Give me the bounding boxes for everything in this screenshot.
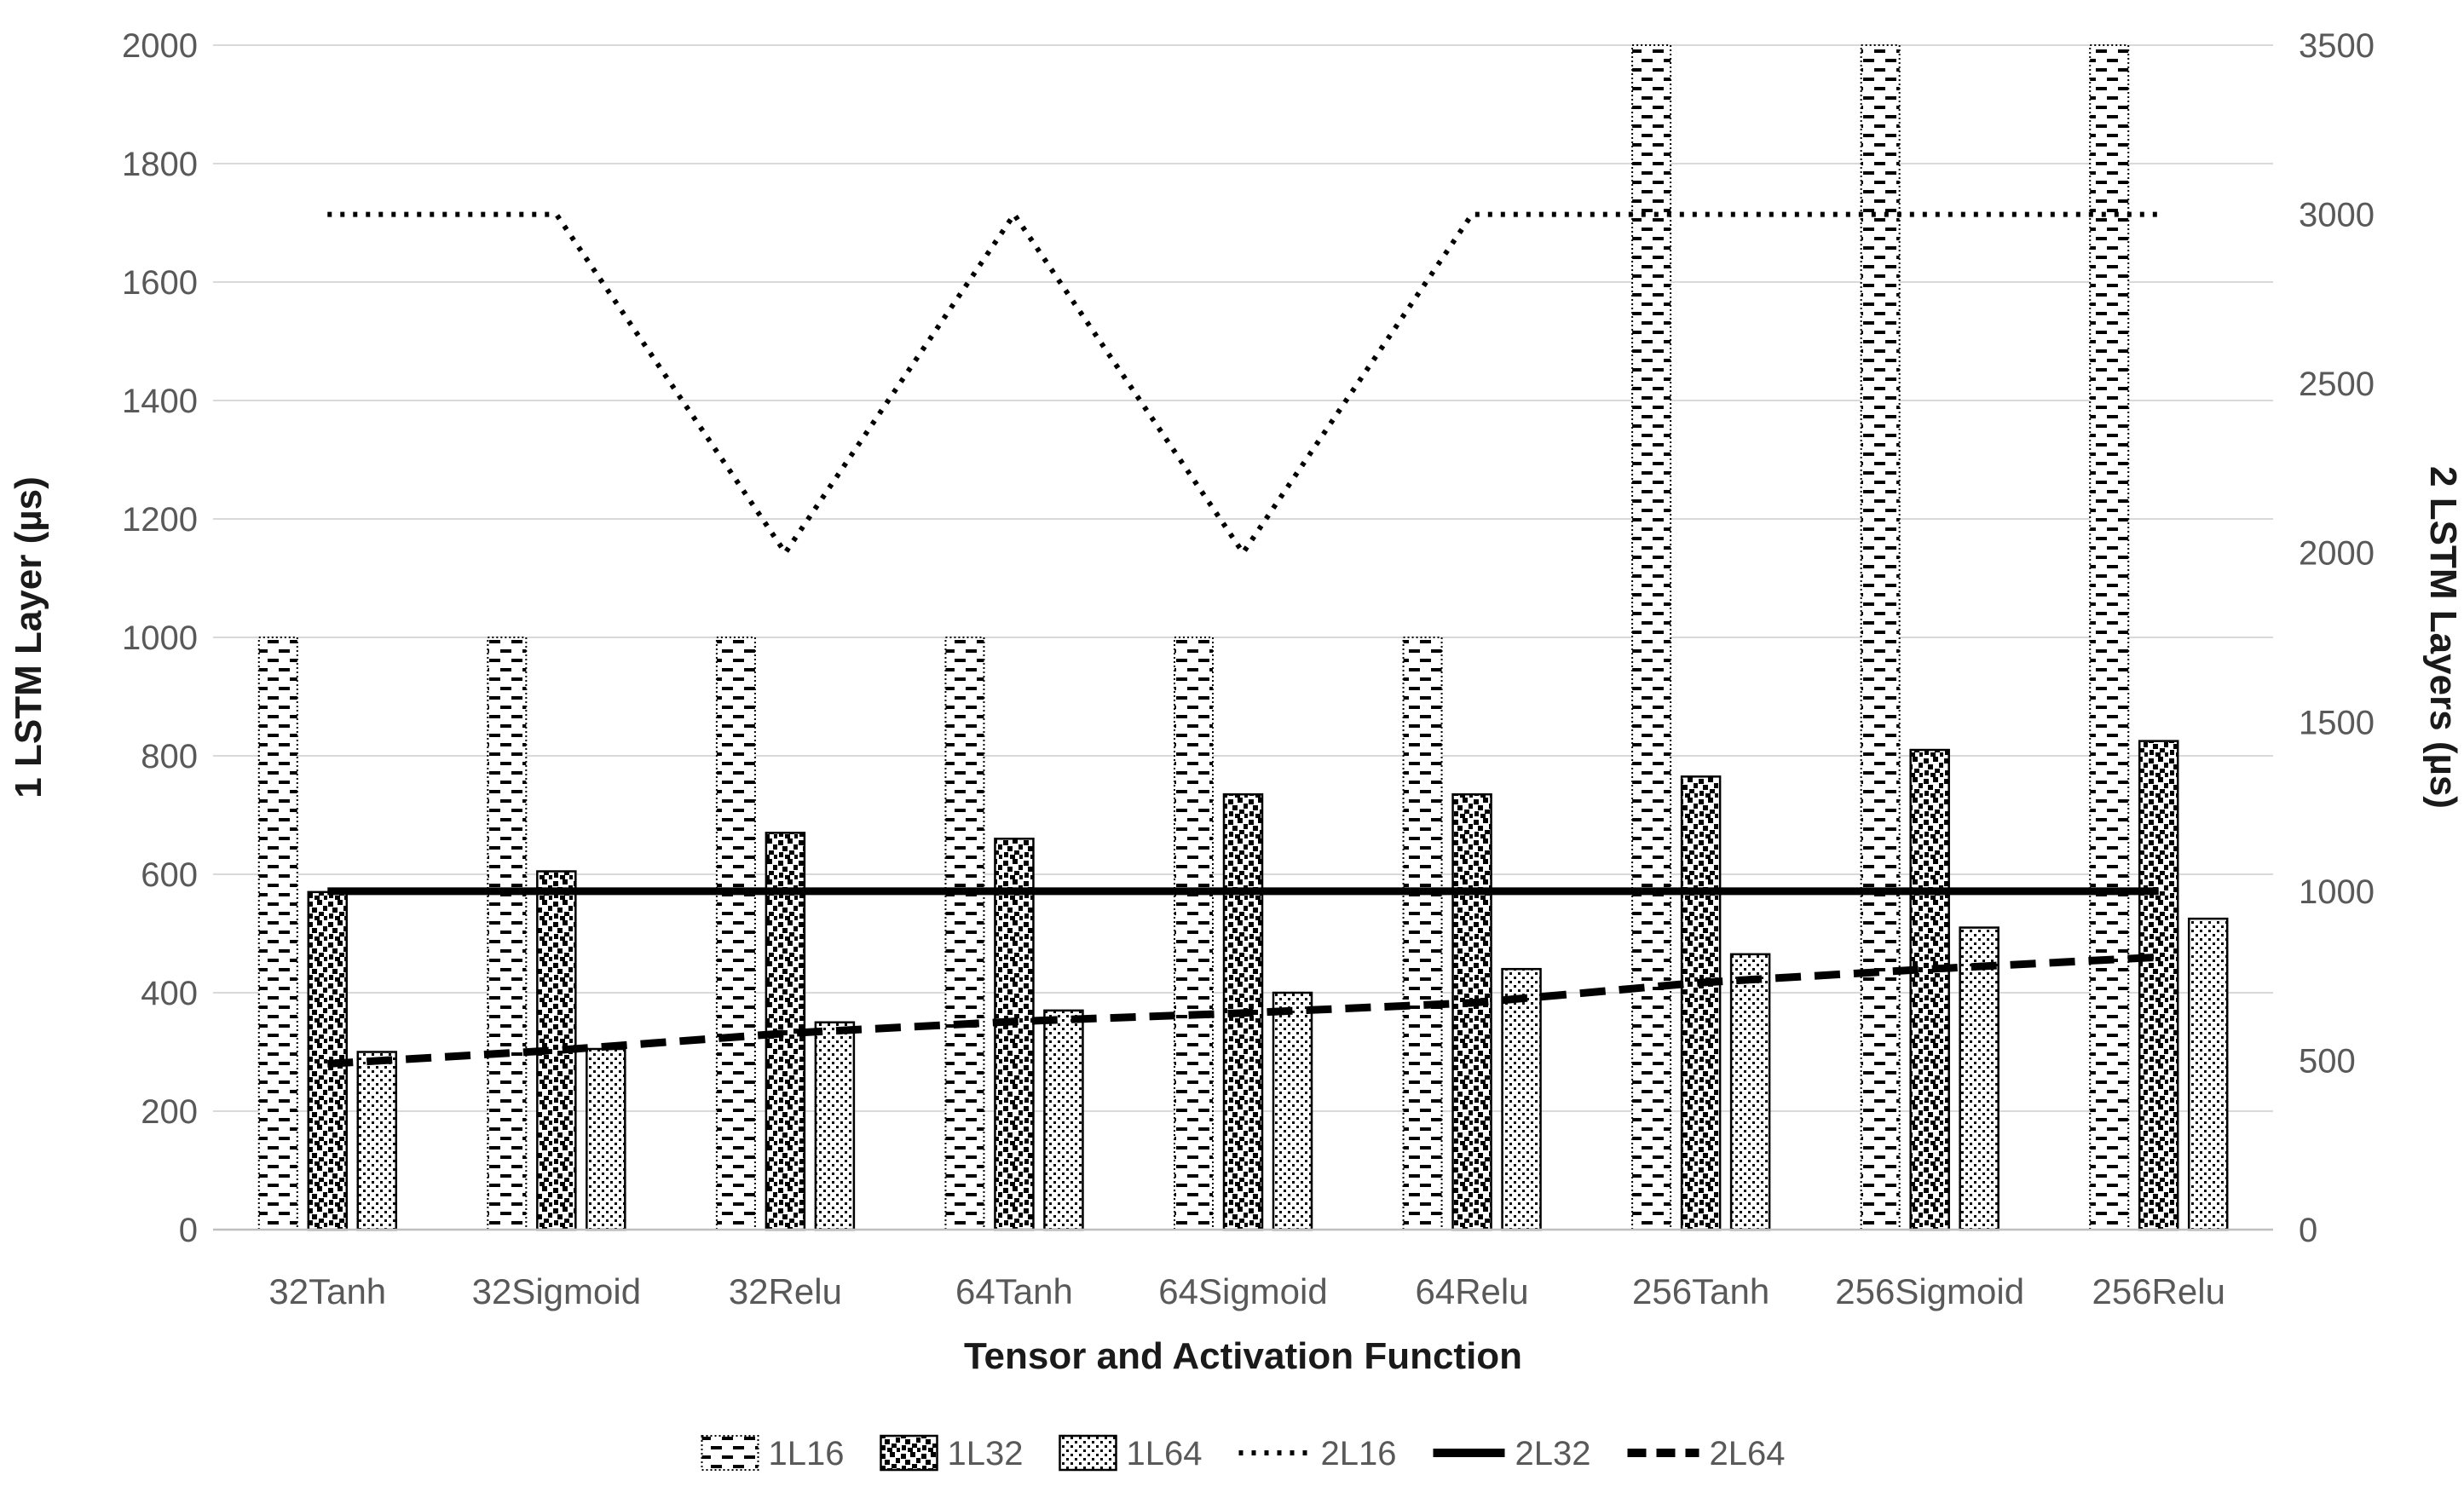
right-axis-tick-0: 0: [2299, 1212, 2317, 1249]
x-axis-title: Tensor and Activation Function: [964, 1335, 1522, 1377]
legend-swatch-1L32: [880, 1434, 938, 1472]
left-axis-tick-800: 800: [141, 738, 198, 775]
legend-label-2L32: 2L32: [1515, 1435, 1591, 1472]
bar-1L32-256Tanh: [1680, 775, 1722, 1231]
bar-1L16-256Relu: [2089, 44, 2130, 1230]
left-axis-tick-400: 400: [141, 975, 198, 1012]
category-label-64Relu: 64Relu: [1416, 1271, 1529, 1311]
right-axis-title: 2 LSTM Layers (µs): [2422, 466, 2464, 809]
legend-swatch-1L64: [1059, 1434, 1117, 1472]
right-axis-tick-2000: 2000: [2299, 535, 2375, 573]
right-axis-tick-2500: 2500: [2299, 366, 2375, 403]
bar-1L64-256Relu: [2187, 917, 2229, 1231]
category-label-256Relu: 256Relu: [2092, 1271, 2225, 1311]
left-axis-tick-1800: 1800: [122, 146, 198, 183]
right-axis-tick-1500: 1500: [2299, 704, 2375, 741]
category-label-256Sigmoid: 256Sigmoid: [1835, 1271, 2024, 1311]
right-axis-tick-1000: 1000: [2299, 873, 2375, 911]
bar-1L16-64Sigmoid: [1174, 637, 1214, 1230]
legend-label-2L64: 2L64: [1710, 1435, 1786, 1472]
legend-label-1L16: 1L16: [769, 1435, 845, 1472]
left-axis-tick-1000: 1000: [122, 619, 198, 657]
category-label-32Tanh: 32Tanh: [268, 1271, 386, 1311]
category-label-32Sigmoid: 32Sigmoid: [472, 1271, 641, 1311]
legend-swatch-1L16: [701, 1435, 759, 1471]
left-axis-tick-2000: 2000: [122, 27, 198, 65]
bar-1L64-32Relu: [814, 1021, 856, 1231]
line-series-layer: [327, 210, 2159, 1068]
bar-1L16-256Sigmoid: [1860, 44, 1901, 1230]
category-label-32Relu: 32Relu: [729, 1271, 842, 1311]
bar-1L64-64Sigmoid: [1272, 991, 1313, 1231]
line-2L64: [327, 953, 2159, 1068]
bar-1L32-256Relu: [2138, 740, 2179, 1231]
left-axis-tick-1200: 1200: [122, 501, 198, 539]
bar-1L16-32Sigmoid: [487, 637, 528, 1230]
left-axis-title: 1 LSTM Layer (µs): [8, 476, 49, 798]
right-axis-tick-3500: 3500: [2299, 27, 2375, 65]
category-label-256Tanh: 256Tanh: [1632, 1271, 1769, 1311]
bar-1L16-32Relu: [715, 637, 756, 1230]
left-axis-tick-1400: 1400: [122, 383, 198, 420]
bar-1L32-64Tanh: [994, 838, 1035, 1231]
legend-label-1L32: 1L32: [948, 1435, 1024, 1472]
bar-1L16-64Tanh: [944, 637, 985, 1230]
bar-1L16-32Tanh: [257, 637, 298, 1230]
right-axis-tick-500: 500: [2299, 1042, 2356, 1080]
bar-1L32-256Sigmoid: [1909, 748, 1950, 1231]
bar-1L16-256Tanh: [1631, 44, 1672, 1230]
bar-1L32-64Relu: [1451, 792, 1492, 1231]
bar-1L16-64Relu: [1402, 637, 1443, 1230]
bar-1L64-64Relu: [1501, 967, 1542, 1231]
legend-label-2L16: 2L16: [1321, 1435, 1397, 1472]
bar-1L64-64Tanh: [1043, 1009, 1084, 1231]
bar-1L64-256Tanh: [1729, 953, 1771, 1231]
bar-1L64-32Sigmoid: [586, 1047, 626, 1231]
left-axis-tick-600: 600: [141, 856, 198, 894]
left-axis-tick-200: 200: [141, 1093, 198, 1131]
left-axis-tick-1600: 1600: [122, 264, 198, 302]
legend: 1L16 1L32 1L64 2L16 2L32 2L64: [701, 1434, 1786, 1472]
left-axis-tick-0: 0: [179, 1212, 198, 1249]
bar-1L64-32Tanh: [356, 1051, 398, 1231]
bar-series-layer: [257, 44, 2229, 1231]
bar-1L64-256Sigmoid: [1959, 926, 1999, 1231]
legend-label-1L64: 1L64: [1127, 1435, 1203, 1472]
right-axis-tick-3000: 3000: [2299, 197, 2375, 234]
labels-layer: 0 200 400 600 800 1000 1200 1400 1600 1800 2000 0 50…: [8, 27, 2464, 1377]
category-label-64Tanh: 64Tanh: [955, 1271, 1073, 1311]
category-label-64Sigmoid: 64Sigmoid: [1158, 1271, 1327, 1311]
